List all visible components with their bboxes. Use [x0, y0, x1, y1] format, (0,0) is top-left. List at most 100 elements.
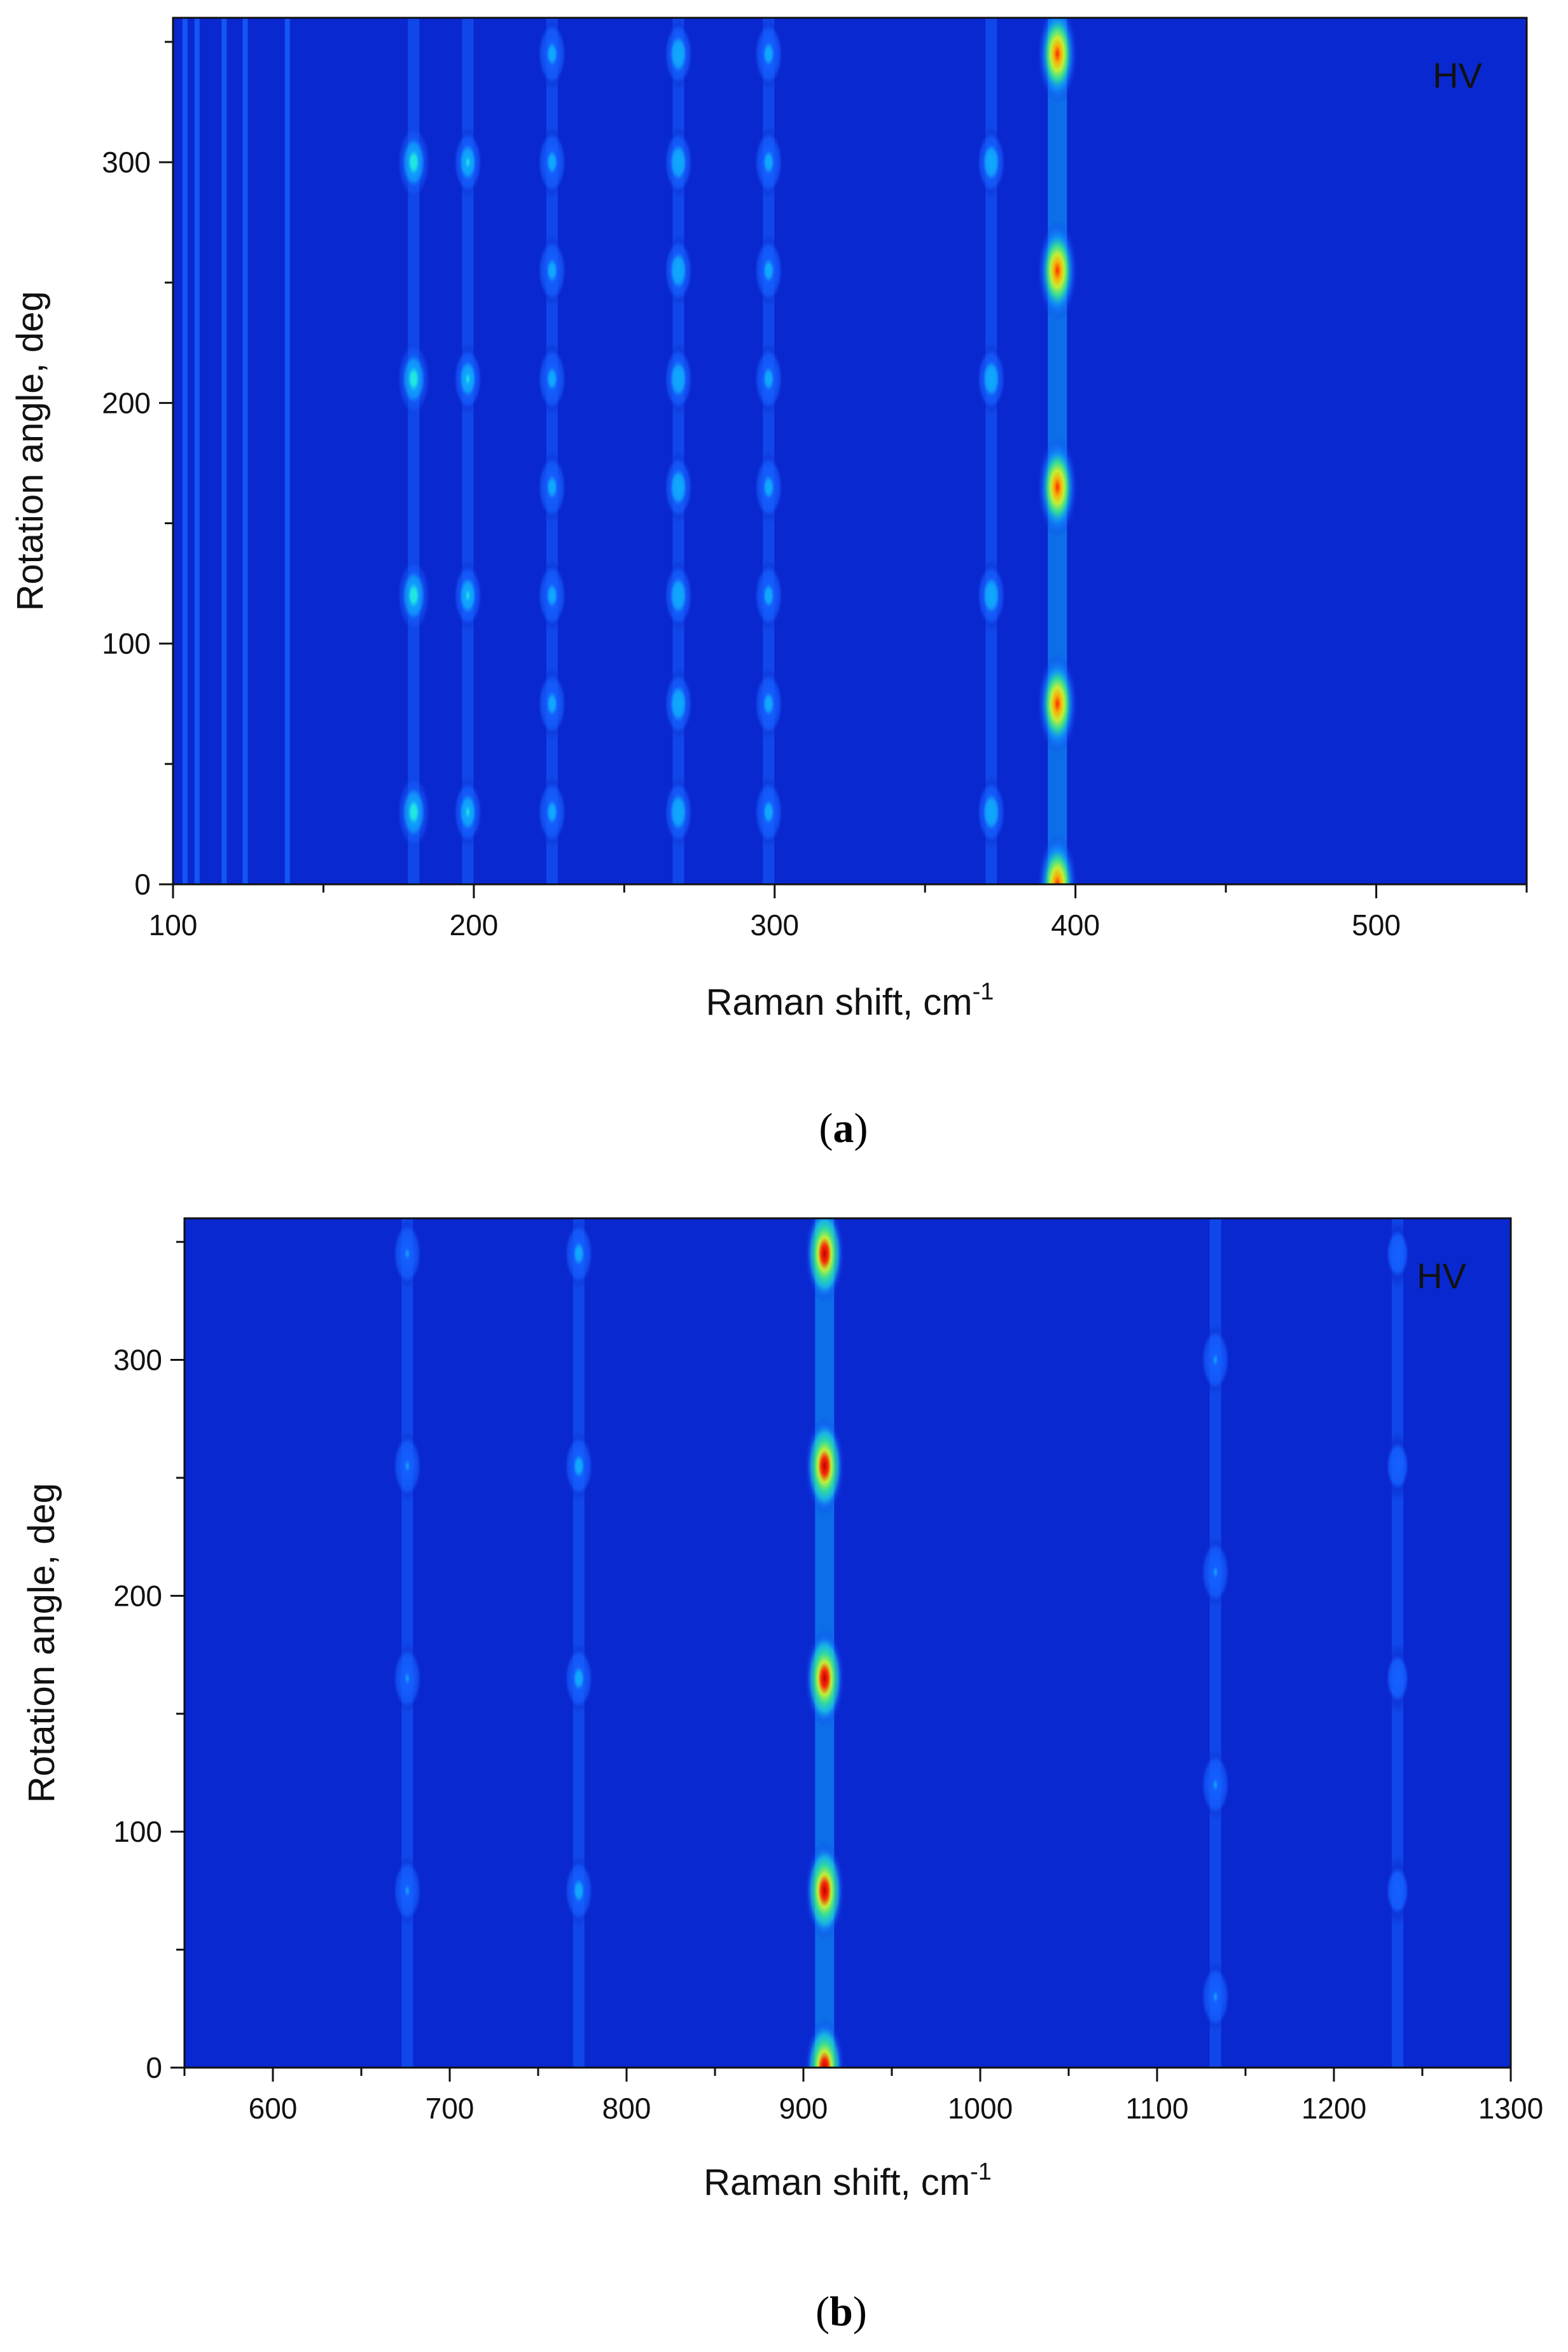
- panel-b: 600 700 800 900 1000 1100 1200 1300 0 100 200 300 Ra…: [21, 1217, 1543, 2335]
- heatmap-background: [184, 1218, 1511, 2068]
- plot-frame: [172, 17, 1528, 886]
- x-tick-label: 700: [426, 2092, 475, 2125]
- peak-spot: [662, 18, 695, 90]
- peak-spot: [562, 1430, 595, 1501]
- heatmap-area: [182, 18, 1078, 884]
- peak-spot: [752, 559, 786, 632]
- peak-spot: [1381, 1218, 1415, 1290]
- peak-spot: [975, 776, 1008, 849]
- peak-spot: [397, 342, 431, 415]
- x-tick-label: 1000: [948, 2092, 1013, 2125]
- peak-spot: [662, 776, 695, 849]
- peak-spot: [562, 1643, 595, 1714]
- peak-spot: [1037, 219, 1078, 321]
- line-feature: [221, 18, 227, 884]
- peak-spot: [535, 234, 569, 307]
- peak-streak: [408, 18, 420, 884]
- peak-spot: [451, 342, 485, 415]
- peak-spot: [535, 18, 569, 90]
- peak-spot: [391, 1430, 424, 1501]
- x-axis-title: Raman shift, cm-1: [704, 2159, 992, 2203]
- x-tick-label: 900: [779, 2092, 828, 2125]
- peak-spot: [535, 451, 569, 524]
- y-tick-label: 100: [113, 1815, 162, 1848]
- heatmap-area: [391, 1218, 1415, 2068]
- x-tick-label: 600: [249, 2092, 298, 2125]
- peak-spot: [752, 776, 786, 849]
- x-axis-title: Raman shift, cm-1: [706, 978, 994, 1023]
- x-tick-label: 300: [750, 908, 799, 942]
- peak-spot: [752, 126, 786, 198]
- peak-spot: [451, 126, 485, 198]
- peak-spot: [1198, 1749, 1232, 1820]
- peak-spot: [1381, 1643, 1415, 1714]
- peak-spot: [975, 342, 1008, 415]
- peak-streak: [1209, 1218, 1221, 2068]
- plot-frame: [183, 1217, 1512, 2069]
- peak-spot: [804, 1629, 845, 1728]
- x-tick-label: 400: [1051, 908, 1100, 942]
- peak-spot: [451, 559, 485, 632]
- peak-spot: [397, 126, 431, 198]
- peak-spot: [662, 342, 695, 415]
- peak-spot: [535, 126, 569, 198]
- peak-spot: [752, 342, 786, 415]
- y-axis-title: Rotation angle, deg: [10, 291, 51, 611]
- peak-spot: [662, 234, 695, 307]
- x-tick-label: 200: [450, 908, 499, 942]
- polarization-label: HV: [1433, 55, 1482, 95]
- peak-spot: [752, 234, 786, 307]
- y-tick-label: 200: [102, 386, 151, 419]
- peak-spot: [391, 1643, 424, 1714]
- peak-spot: [1198, 1536, 1232, 1608]
- peak-spot: [535, 342, 569, 415]
- peak-spot: [397, 776, 431, 849]
- peak-streak: [462, 18, 474, 884]
- peak-spot: [752, 451, 786, 524]
- peak-spot: [1037, 833, 1078, 884]
- peak-spot: [662, 126, 695, 198]
- panel-label: (a): [819, 1105, 868, 1152]
- line-feature: [242, 18, 248, 884]
- y-tick-label: 200: [113, 1579, 162, 1612]
- y-tick-label: 0: [134, 868, 151, 901]
- x-tick-label: 100: [149, 908, 198, 942]
- peak-streak: [985, 18, 997, 884]
- peak-spot: [1037, 436, 1078, 538]
- peak-spot: [391, 1855, 424, 1926]
- y-tick-label: 300: [113, 1344, 162, 1377]
- panel-label: (b): [815, 2288, 867, 2335]
- peak-spot: [562, 1218, 595, 1290]
- peak-spot: [975, 559, 1008, 632]
- peak-spot: [1198, 1324, 1232, 1396]
- x-tick-label: 1200: [1301, 2092, 1366, 2125]
- peak-spot: [662, 667, 695, 740]
- peak-spot: [1037, 653, 1078, 755]
- peak-spot: [752, 18, 786, 90]
- x-tick-label: 500: [1352, 908, 1401, 942]
- y-axis-title: Rotation angle, deg: [21, 1483, 62, 1803]
- peak-spot: [752, 667, 786, 740]
- line-feature: [284, 18, 290, 884]
- peak-spot: [662, 451, 695, 524]
- line-feature: [182, 18, 188, 884]
- y-tick-label: 300: [102, 146, 151, 179]
- peak-spot: [1037, 18, 1078, 105]
- peak-spot: [535, 667, 569, 740]
- peak-spot: [1381, 1430, 1415, 1501]
- y-tick-label: 100: [102, 627, 151, 660]
- panel-a: 100 200 300 400 500 0 100 200 300 Raman shift, cm…: [10, 17, 1528, 1152]
- peak-spot: [804, 1416, 845, 1516]
- y-tick-label: 0: [146, 2051, 162, 2084]
- peak-spot: [562, 1855, 595, 1926]
- x-tick-label: 1100: [1126, 2092, 1189, 2125]
- polarization-label: HV: [1417, 1256, 1466, 1296]
- peak-spot: [391, 1218, 424, 1290]
- peak-spot: [804, 1218, 845, 1304]
- peak-spot: [1198, 1961, 1232, 2033]
- peak-spot: [662, 559, 695, 632]
- peak-spot: [451, 776, 485, 849]
- x-tick-label: 1300: [1478, 2092, 1543, 2125]
- heatmap-background: [173, 18, 1527, 884]
